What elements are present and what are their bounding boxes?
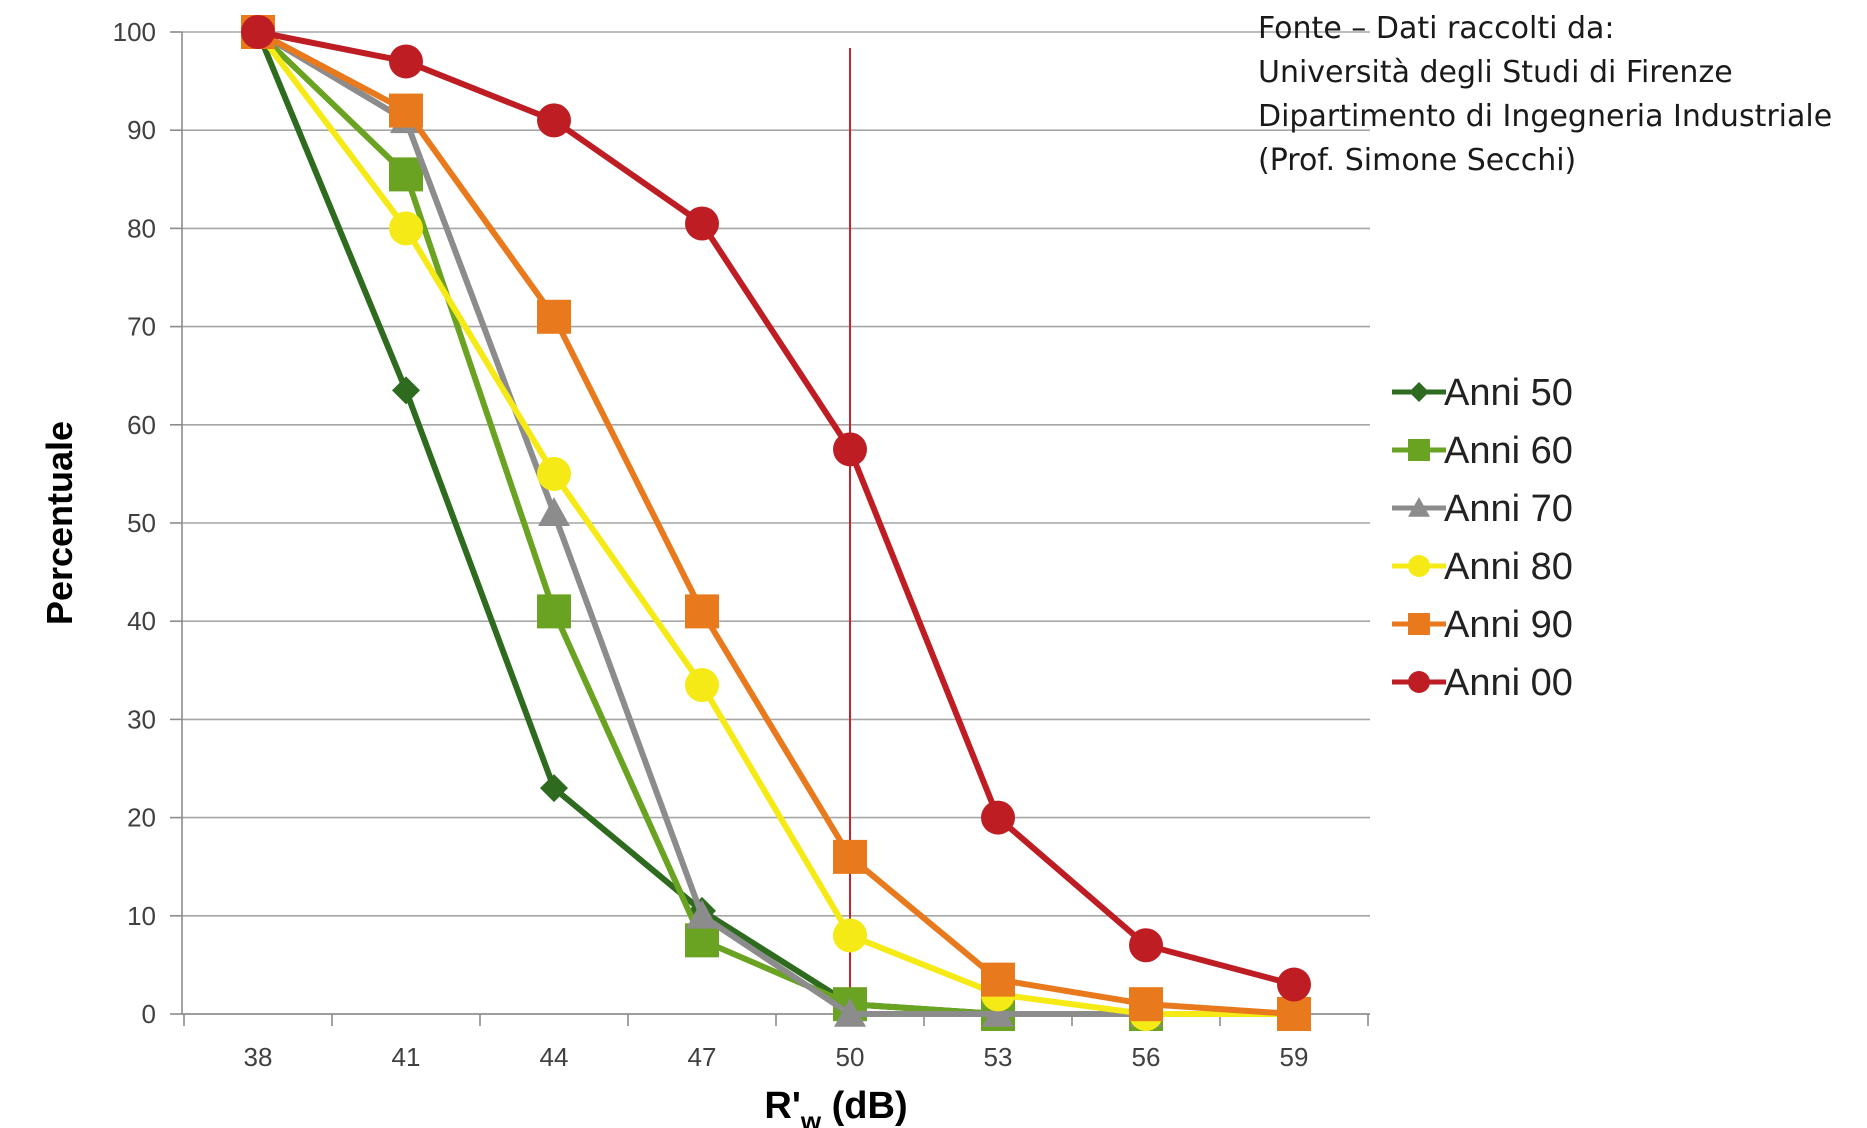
legend-label: Anni 80 [1444,546,1573,588]
axes: 0 10 20 30 40 50 60 70 80 90 100 38 41 44 47 50 53 56 59 Pe… [39,17,1370,1128]
legend-item: Anni 90 [1392,604,1573,646]
data-point [389,211,423,246]
gridlines [182,31,1370,1015]
data-point [537,456,571,491]
legend-swatch-marker [1408,613,1430,635]
legend: Anni 50 Anni 60 Anni 70 Anni 80 Anni 90 Anni … [1392,372,1573,704]
data-point [1277,967,1311,1002]
x-axis-title: R'w (dB) [764,1085,907,1128]
data-point [392,376,420,405]
legend-item: Anni 00 [1392,662,1573,704]
x-tick-label: 59 [1280,1042,1309,1072]
legend-item: Anni 60 [1392,430,1573,472]
data-point [834,998,866,1027]
x-tick-label: 41 [392,1042,421,1072]
y-tick-label: 70 [127,312,156,342]
legend-swatch-marker [1408,671,1430,693]
series-line [255,29,1297,1017]
legend-swatch-marker [1408,555,1430,577]
x-tick-label: 50 [836,1042,865,1072]
x-tick-label: 47 [688,1042,717,1072]
y-tick-label: 60 [127,410,156,440]
y-tick-label: 40 [127,606,156,636]
data-point [537,594,571,629]
y-tick-label: 20 [127,803,156,833]
source-note-line: Università degli Studi di Firenze [1258,55,1733,90]
legend-item: Anni 70 [1392,488,1573,530]
data-point [538,497,570,526]
data-point [686,899,718,929]
series-anni-90 [241,15,1311,1031]
data-point [685,594,719,629]
x-tick-label: 44 [540,1042,569,1072]
series-anni-00 [241,15,1311,1002]
x-tick-label: 56 [1132,1042,1161,1072]
legend-item: Anni 80 [1392,546,1573,588]
source-note: Fonte – Dati raccolti da: Università degl… [1258,11,1832,178]
data-point [389,157,423,192]
y-tick-label: 0 [142,999,156,1029]
x-tick-label: 53 [984,1042,1013,1072]
x-axis-title-main: R' [764,1085,800,1127]
y-tick-label: 90 [127,115,156,145]
x-axis-title-subscript: w [800,1106,822,1128]
data-point [537,299,571,334]
source-note-line: Dipartimento di Ingegneria Industriale [1258,99,1832,134]
data-point [981,962,1015,997]
data-point [540,774,568,803]
legend-swatch-marker [1409,382,1429,402]
data-point [389,93,423,128]
data-point [1129,987,1163,1022]
data-point [537,103,571,138]
data-point [982,998,1014,1027]
legend-item: Anni 50 [1392,372,1573,414]
series-group [241,15,1311,1031]
data-point [1129,928,1163,963]
data-point [833,918,867,953]
y-axis-title: Percentuale [39,421,80,625]
data-point [241,15,275,49]
y-tick-label: 10 [127,901,156,931]
legend-label: Anni 70 [1444,488,1573,530]
data-point [833,839,867,874]
legend-label: Anni 50 [1444,372,1573,414]
data-point [833,432,867,467]
data-point [981,800,1015,835]
data-point [685,668,719,703]
series-line [255,29,1297,988]
data-point [389,44,423,79]
y-tick-label: 100 [113,17,156,47]
x-tick-label: 38 [244,1042,273,1072]
source-note-line: Fonte – Dati raccolti da: [1258,11,1615,46]
legend-label: Anni 90 [1444,604,1573,646]
y-tick-label: 80 [127,213,156,243]
data-point [685,206,719,241]
series-line [255,29,1297,1017]
x-axis-title-unit: (dB) [821,1085,908,1127]
legend-label: Anni 00 [1444,662,1573,704]
legend-swatch-marker [1408,439,1430,461]
y-tick-label: 50 [127,508,156,538]
y-tick-label: 30 [127,704,156,734]
source-note-line: (Prof. Simone Secchi) [1258,143,1576,178]
legend-label: Anni 60 [1444,430,1573,472]
series-line [255,29,1297,1017]
data-point [685,923,719,958]
legend-swatch-marker [1408,497,1430,517]
data-point [1277,997,1311,1031]
